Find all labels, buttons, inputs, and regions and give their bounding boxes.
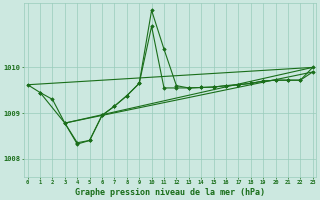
- X-axis label: Graphe pression niveau de la mer (hPa): Graphe pression niveau de la mer (hPa): [75, 188, 265, 197]
